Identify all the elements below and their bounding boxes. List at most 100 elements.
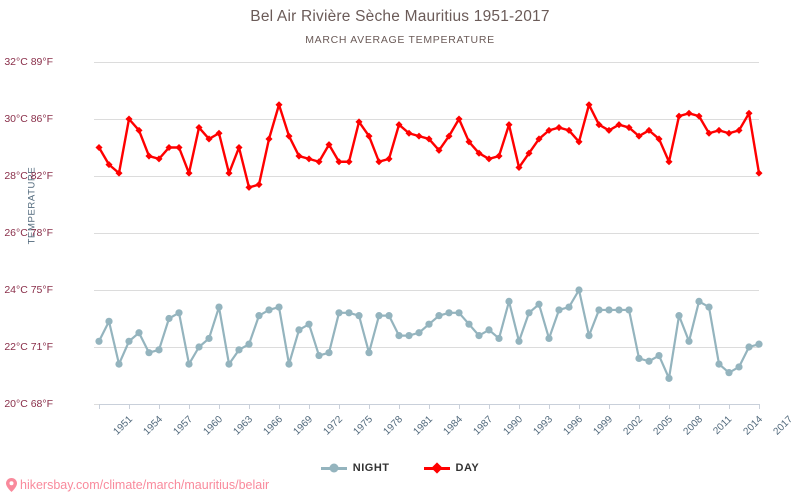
data-point[interactable] [465,138,473,146]
data-point[interactable] [305,155,313,163]
data-point[interactable] [745,343,753,351]
data-point[interactable] [495,334,503,343]
data-point[interactable] [735,126,743,134]
data-point[interactable] [145,152,153,160]
data-point[interactable] [255,312,263,320]
data-point[interactable] [455,309,463,317]
data-point[interactable] [685,337,693,345]
data-point[interactable] [275,101,283,109]
data-point[interactable] [385,155,393,163]
data-point[interactable] [135,329,143,337]
data-point[interactable] [355,118,363,126]
data-point[interactable] [545,334,553,343]
data-point[interactable] [425,135,433,143]
data-point[interactable] [205,135,213,143]
data-point[interactable] [265,306,273,314]
data-point[interactable] [435,146,443,154]
data-point[interactable] [345,158,353,166]
data-point[interactable] [465,320,473,328]
data-point[interactable] [425,320,433,328]
data-point[interactable] [755,169,763,177]
data-point[interactable] [375,312,383,320]
source-footer[interactable]: hikersbay.com/climate/march/mauritius/be… [6,478,269,492]
data-point[interactable] [515,163,523,171]
data-point[interactable] [595,121,603,129]
data-point[interactable] [365,132,373,140]
data-point[interactable] [495,152,503,160]
data-point[interactable] [225,360,233,368]
data-point[interactable] [115,360,123,368]
data-point[interactable] [335,309,343,317]
data-point[interactable] [395,121,403,129]
data-point[interactable] [475,149,483,157]
data-point[interactable] [655,135,663,143]
data-point[interactable] [315,351,323,360]
data-point[interactable] [485,155,493,163]
data-point[interactable] [605,306,613,314]
data-point[interactable] [705,303,713,311]
data-point[interactable] [435,312,443,320]
data-point[interactable] [335,158,343,166]
data-point[interactable] [415,132,423,140]
data-point[interactable] [235,143,243,152]
data-point[interactable] [265,135,273,143]
data-point[interactable] [175,309,183,317]
data-point[interactable] [405,129,413,137]
data-point[interactable] [135,126,143,134]
data-point[interactable] [345,309,353,317]
data-point[interactable] [675,312,683,320]
data-point[interactable] [305,320,313,328]
data-point[interactable] [355,312,363,320]
data-point[interactable] [225,169,233,177]
data-point[interactable] [255,181,263,189]
data-point[interactable] [615,121,623,129]
data-point[interactable] [195,343,203,351]
data-point[interactable] [735,363,743,371]
data-point[interactable] [415,329,423,337]
data-point[interactable] [745,109,753,117]
data-point[interactable] [725,129,733,137]
data-point[interactable] [375,158,383,166]
data-point[interactable] [575,286,583,294]
data-point[interactable] [535,300,543,308]
data-point[interactable] [165,314,173,323]
data-point[interactable] [695,297,703,305]
data-point[interactable] [445,309,453,317]
data-point[interactable] [755,340,763,348]
data-point[interactable] [385,312,393,320]
data-point[interactable] [525,149,533,157]
data-point[interactable] [325,349,333,357]
data-point[interactable] [155,155,163,163]
data-point[interactable] [515,337,523,345]
data-point[interactable] [635,354,643,362]
data-point[interactable] [445,132,453,140]
data-point[interactable] [205,334,213,343]
data-point[interactable] [585,332,593,340]
data-point[interactable] [295,152,303,160]
data-point[interactable] [565,303,573,311]
data-point[interactable] [565,126,573,134]
data-point[interactable] [125,337,133,345]
data-point[interactable] [95,143,103,152]
data-point[interactable] [325,141,333,149]
data-point[interactable] [315,158,323,166]
data-point[interactable] [575,138,583,146]
data-point[interactable] [595,306,603,314]
data-point[interactable] [455,115,463,123]
data-point[interactable] [285,132,293,140]
data-point[interactable] [185,169,193,177]
data-point[interactable] [175,143,183,152]
data-point[interactable] [705,129,713,137]
data-point[interactable] [485,326,493,334]
data-point[interactable] [365,349,373,357]
data-point[interactable] [685,109,693,117]
data-point[interactable] [645,357,653,365]
data-point[interactable] [95,337,103,345]
data-point[interactable] [505,121,513,129]
data-point[interactable] [245,340,253,348]
data-point[interactable] [155,346,163,354]
data-point[interactable] [675,112,683,120]
data-point[interactable] [695,112,703,120]
data-point[interactable] [555,306,563,314]
data-point[interactable] [665,158,673,166]
